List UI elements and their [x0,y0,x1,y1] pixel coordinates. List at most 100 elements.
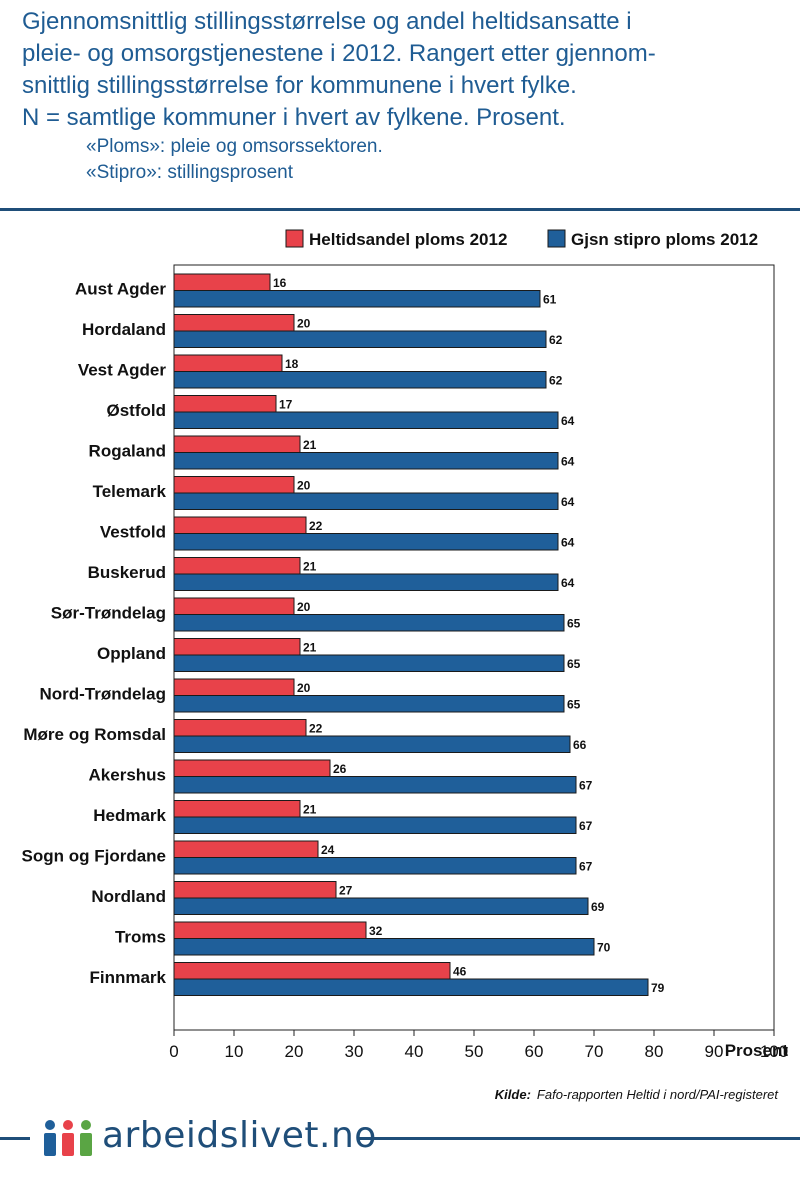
value-label: 67 [579,860,593,874]
bar-chart: Heltidsandel ploms 2012 Gjsn stipro ploms… [22,229,789,1061]
bar-gjsn-stipro [173,411,559,429]
bar-gjsn-stipro [173,573,559,591]
value-label: 18 [285,357,299,371]
person-blue [44,1120,56,1156]
tick-label: 30 [345,1042,364,1061]
value-label: 62 [549,333,563,347]
bar-gjsn-stipro [173,735,571,753]
bar-heltidsandel [173,314,295,332]
value-label: 61 [543,293,557,307]
brand-name[interactable]: arbeidslivet.no [102,1115,377,1156]
category-label: Finnmark [89,968,166,987]
tick-label: 90 [705,1042,724,1061]
person-green [80,1120,92,1156]
tick-label: 10 [225,1042,244,1061]
chart-header: Gjennomsnittlig stillingsstørrelse og an… [0,0,800,212]
bar-gjsn-stipro [173,816,577,834]
value-label: 62 [549,374,563,388]
bars-layer: 16 61 20 62 18 62 17 64 21 64 20 64 22 64 21 64 20 65 21 65… [173,273,665,996]
bar-heltidsandel [173,881,337,899]
category-label: Buskerud [88,563,166,582]
value-label: 67 [579,819,593,833]
bar-gjsn-stipro [173,654,565,672]
category-label: Telemark [93,482,167,501]
tick-label: 70 [585,1042,604,1061]
value-label: 64 [561,455,575,469]
source-label: Kilde: [494,1087,531,1102]
tick-label: 0 [169,1042,178,1061]
tick-label: 50 [465,1042,484,1061]
source-note: Kilde: Fafo-rapporten Heltid i nord/PAI-r… [495,1087,778,1102]
value-label: 22 [309,722,323,736]
tick-label: 20 [285,1042,304,1061]
legend-label-gjsn-stipro: Gjsn stipro ploms 2012 [571,230,758,249]
bar-heltidsandel [173,273,271,291]
bar-gjsn-stipro [173,776,577,794]
value-label: 79 [651,981,665,995]
title-line-3: snittlig stillingsstørrelse for kommunen… [22,72,577,99]
category-label: Møre og Romsdal [23,725,166,744]
bar-gjsn-stipro [173,533,559,551]
value-label: 69 [591,900,605,914]
bar-heltidsandel [173,476,295,494]
value-label: 70 [597,941,611,955]
footer-rule-right [358,1137,800,1140]
value-label: 46 [453,965,467,979]
category-label: Vestfold [100,523,166,542]
legend: Heltidsandel ploms 2012 Gjsn stipro ploms… [285,229,758,249]
value-label: 65 [567,657,581,671]
note-ploms: «Ploms»: pleie og omsorssektoren. [86,136,383,157]
value-label: 21 [303,641,317,655]
value-label: 17 [279,398,293,412]
bar-heltidsandel [173,557,301,575]
value-label: 65 [567,698,581,712]
bar-gjsn-stipro [173,897,589,915]
bar-gjsn-stipro [173,857,577,875]
value-label: 16 [273,276,287,290]
bar-gjsn-stipro [173,290,541,308]
category-label: Østfold [107,401,167,420]
tick-label: 80 [645,1042,664,1061]
bar-gjsn-stipro [173,452,559,470]
value-label: 20 [297,600,311,614]
note-stipro: «Stipro»: stillingsprosent [86,162,293,183]
x-axis-title: Prosent [725,1041,789,1060]
category-label: Oppland [97,644,166,663]
category-label: Nord-Trøndelag [39,685,166,704]
bar-gjsn-stipro [173,371,547,389]
bar-heltidsandel [173,395,277,413]
category-label: Hedmark [93,806,166,825]
bar-gjsn-stipro [173,492,559,510]
bar-heltidsandel [173,719,307,737]
category-labels: Aust Agder Hordaland Vest Agder Østfold Roga… [22,280,167,988]
category-label: Akershus [89,766,166,785]
value-label: 27 [339,884,353,898]
bar-heltidsandel [173,638,301,656]
bar-heltidsandel [173,597,295,615]
bar-gjsn-stipro [173,695,565,713]
bar-gjsn-stipro [173,614,565,632]
category-label: Hordaland [82,320,166,339]
category-label: Nordland [91,887,166,906]
value-label: 67 [579,779,593,793]
title-line-2: pleie- og omsorgstjenestene i 2012. Rang… [22,40,656,67]
legend-label-heltidsandel: Heltidsandel ploms 2012 [309,230,507,249]
value-label: 64 [561,536,575,550]
tick-label: 40 [405,1042,424,1061]
bar-heltidsandel [173,516,307,534]
title-line-1: Gjennomsnittlig stillingsstørrelse og an… [22,8,632,35]
category-label: Rogaland [89,442,166,461]
header-divider [0,208,800,211]
bar-gjsn-stipro [173,978,649,996]
value-label: 20 [297,317,311,331]
person-red [62,1120,74,1156]
value-label: 64 [561,414,575,428]
category-label: Aust Agder [75,280,166,299]
category-label: Sogn og Fjordane [22,847,167,866]
value-label: 24 [321,843,335,857]
bar-heltidsandel [173,921,367,939]
x-axis-ticks: 0 10 20 30 40 50 60 70 80 90 100 [169,1030,788,1061]
footer-rule-left [0,1137,30,1140]
legend-swatch-gjsn-stipro [547,229,566,248]
tick-label: 100 [760,1042,788,1061]
